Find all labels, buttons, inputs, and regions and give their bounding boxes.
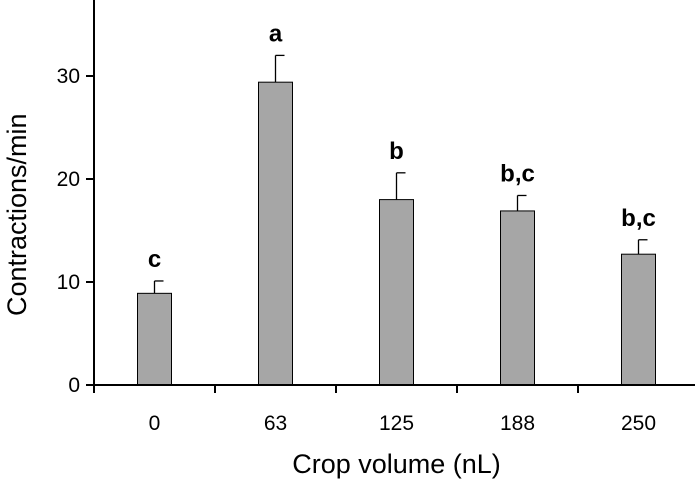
x-ticks-group: 0 63 125 188 250 [93,385,656,435]
y-tick-label: 20 [57,168,80,191]
x-tick-label: 125 [379,412,414,435]
error-bars-group [153,54,648,294]
significance-label: c [148,246,161,273]
x-tick-label: 63 [264,412,287,435]
significance-label: b [389,138,404,165]
bar [258,81,293,386]
significance-label: b,c [621,205,656,232]
y-axis-title: Contractions/min [2,113,32,316]
x-tick-label: 250 [621,412,656,435]
bar [137,292,172,386]
bar [500,210,535,386]
y-tick-label: 30 [57,65,80,88]
x-tick-label: 188 [500,412,535,435]
bars-group [137,81,656,386]
significance-labels-group: c a b b,c b,c [148,20,656,273]
significance-label: a [269,20,283,47]
y-ticks-group: 0 10 20 30 [57,65,94,397]
x-tick-label: 0 [149,412,161,435]
significance-label: b,c [500,160,535,187]
bar [379,199,414,386]
x-axis-title: Crop volume (nL) [292,449,501,479]
axes-group [93,0,695,386]
y-tick-label: 10 [57,271,80,294]
bar [621,253,656,386]
y-tick-label: 0 [68,374,80,397]
